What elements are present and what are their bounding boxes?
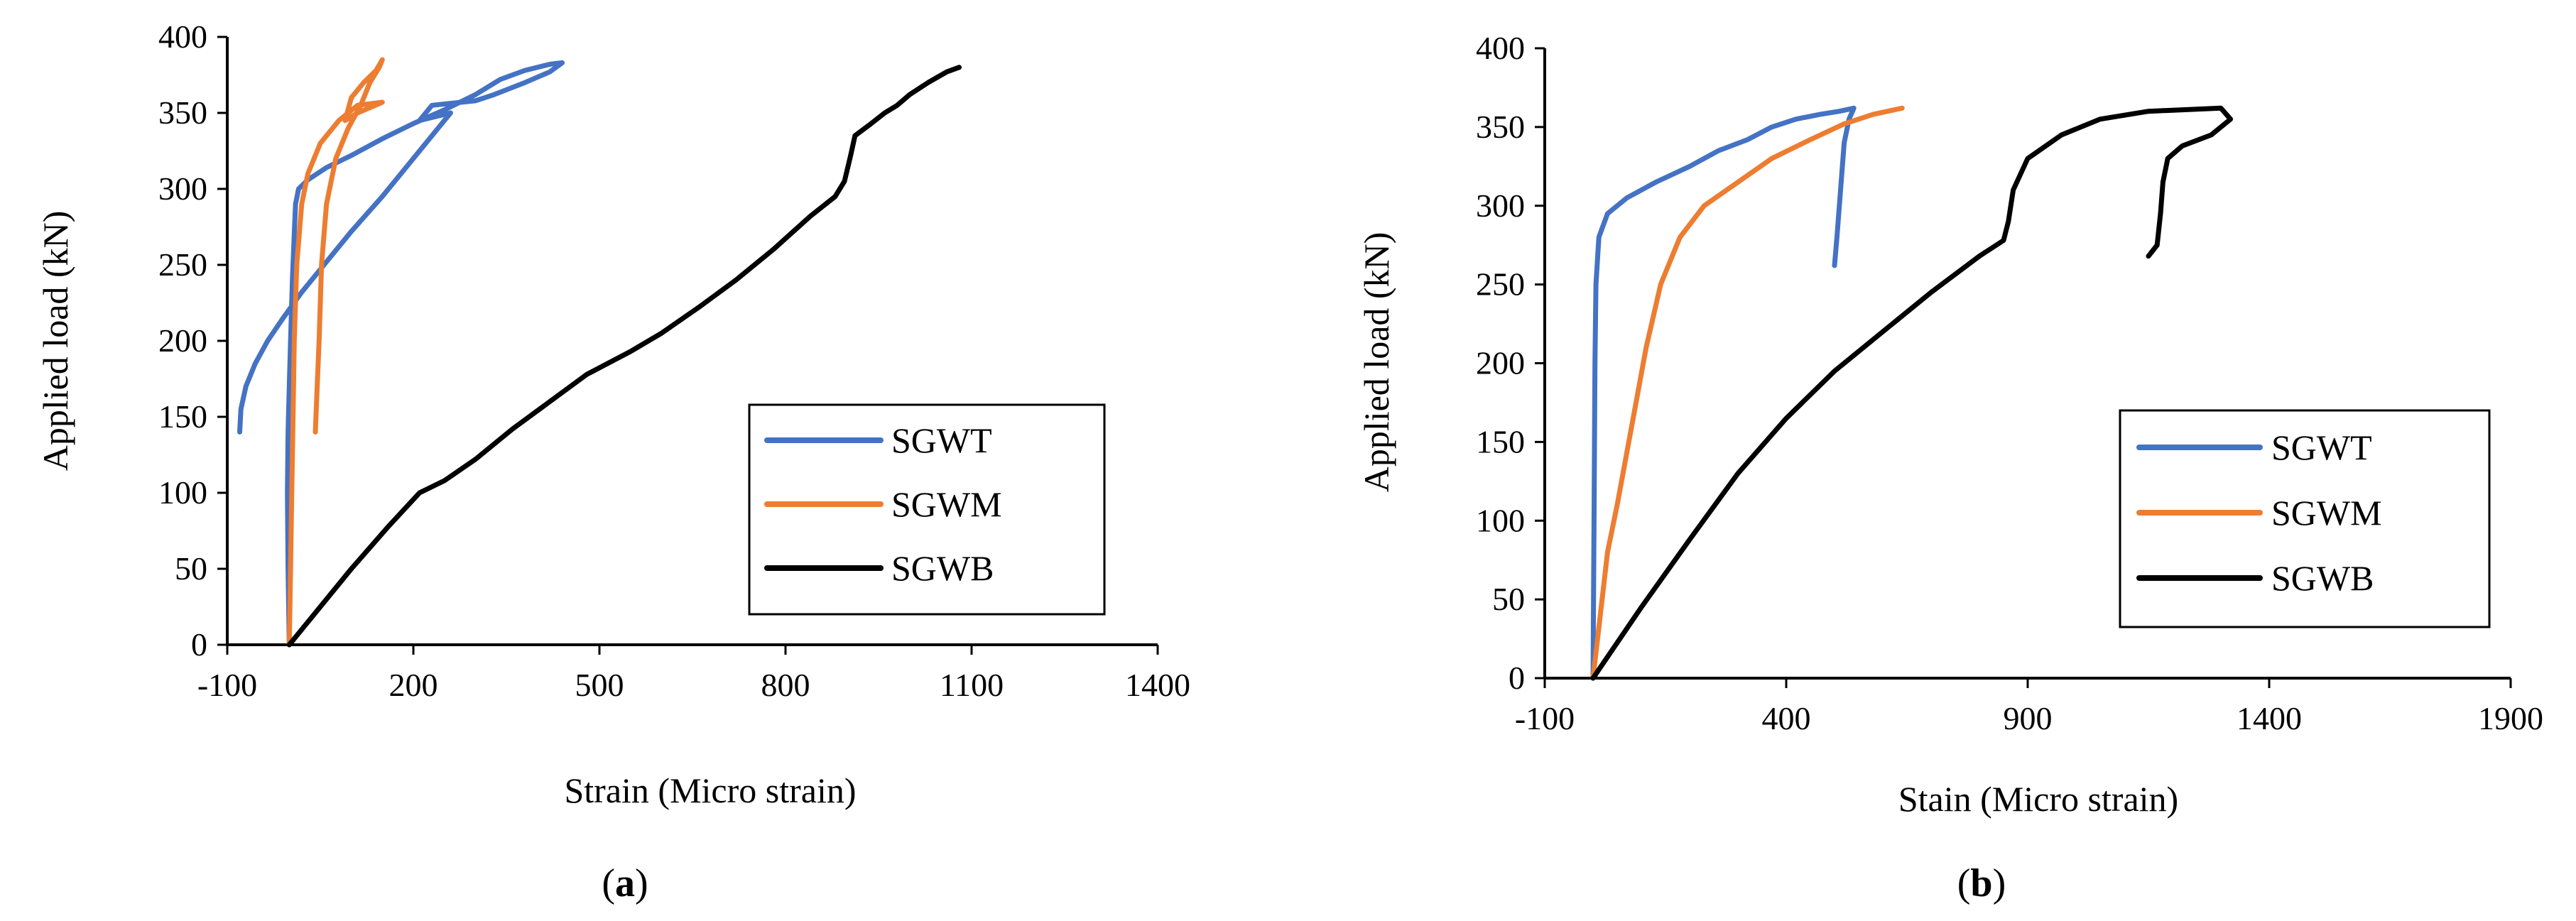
chart-a-series-sgwt: [237, 60, 565, 648]
chart-b-x-tick-label: 1900: [2478, 700, 2543, 736]
chart-a-x-axis-title: Strain (Micro strain): [564, 770, 856, 810]
chart-b-y-tick-label: 0: [1509, 660, 1525, 696]
chart-a-legend-label-sgwm: SGWM: [891, 484, 1002, 524]
chart-a-legend-label-sgwb: SGWB: [891, 548, 994, 588]
chart-b-legend-label-sgwm: SGWM: [2271, 493, 2382, 533]
chart-a-y-tick-label: 350: [158, 94, 207, 131]
chart-panel-b: 0 50 100 150 200 250 300 350 400 -100 400 900 1400 1…: [1357, 30, 2543, 905]
chart-b-y-axis-title: Applied load (kN): [1357, 232, 1396, 493]
chart-a-x-tick-label: 800: [761, 667, 810, 703]
chart-b-series-sgwm: [1590, 105, 1905, 681]
chart-a-x-tick-label: -100: [197, 667, 257, 703]
chart-a-y-tick-label: 300: [158, 170, 207, 207]
chart-b-x-tick-label: -100: [1515, 700, 1575, 736]
chart-a-x-tick-label: 1100: [940, 667, 1004, 703]
chart-b-y-tick-label: 400: [1476, 30, 1525, 66]
chart-a-y-tick-label: 400: [158, 18, 207, 55]
chart-b-y-ticks: 0 50 100 150 200 250 300 350 400: [1476, 30, 1545, 696]
chart-a-y-tick-label: 50: [175, 550, 207, 587]
chart-a-y-tick-label: 100: [158, 474, 207, 511]
chart-b-panel-label: (b): [1957, 861, 2006, 905]
chart-b-x-axis-title: Stain (Micro strain): [1898, 779, 2178, 819]
chart-a-series-sgwb: [286, 65, 962, 648]
chart-b-series-sgwb: [1590, 105, 2234, 681]
chart-a-x-tick-label: 1400: [1125, 667, 1190, 703]
chart-b-y-tick-label: 350: [1476, 109, 1525, 145]
chart-a-y-tick-label: 200: [158, 322, 207, 359]
chart-b-y-tick-label: 300: [1476, 187, 1525, 224]
chart-b-y-tick-label: 100: [1476, 502, 1525, 538]
chart-a-legend: SGWT SGWM SGWB: [748, 403, 1106, 616]
chart-a-series: [237, 57, 962, 648]
chart-a-y-axis-title: Applied load (kN): [36, 211, 75, 472]
chart-b-y-tick-label: 250: [1476, 266, 1525, 303]
chart-a-y-tick-label: 0: [191, 626, 207, 663]
chart-b-legend: SGWT SGWM SGWB: [2119, 409, 2491, 628]
chart-b-series: [1590, 105, 2234, 681]
chart-b-series-sgwt: [1590, 105, 1857, 681]
chart-b-x-ticks: -100 400 900 1400 1900: [1515, 678, 2543, 736]
chart-a-legend-label-sgwt: SGWT: [891, 420, 992, 460]
chart-a-y-tick-label: 250: [158, 246, 207, 283]
chart-b-legend-label-sgwb: SGWB: [2271, 558, 2374, 598]
chart-a-series-sgwm: [286, 57, 385, 648]
chart-a-x-ticks: -100 200 500 800 1100 1400: [197, 645, 1190, 703]
chart-b-y-tick-label: 150: [1476, 423, 1525, 459]
chart-a-panel-letter: a: [615, 861, 635, 905]
chart-a-y-tick-label: 150: [158, 398, 207, 435]
chart-a-x-tick-label: 200: [389, 667, 438, 703]
chart-b-y-tick-label: 50: [1492, 581, 1525, 617]
chart-b-x-tick-label: 1400: [2237, 700, 2302, 736]
chart-b-y-tick-label: 200: [1476, 345, 1525, 381]
chart-panel-a: 0 50 100 150 200 250 300 350 400 -100 200 500 800 11…: [36, 18, 1190, 905]
chart-b-panel-letter: b: [1970, 861, 1992, 905]
chart-b-legend-label-sgwt: SGWT: [2271, 427, 2372, 467]
chart-a-y-ticks: 0 50 100 150 200 250 300 350 400: [158, 18, 227, 663]
chart-b-x-tick-label: 400: [1762, 700, 1811, 736]
chart-a-panel-label: (a): [602, 861, 648, 905]
chart-a-x-tick-label: 500: [575, 667, 624, 703]
chart-b-x-tick-label: 900: [2004, 700, 2053, 736]
